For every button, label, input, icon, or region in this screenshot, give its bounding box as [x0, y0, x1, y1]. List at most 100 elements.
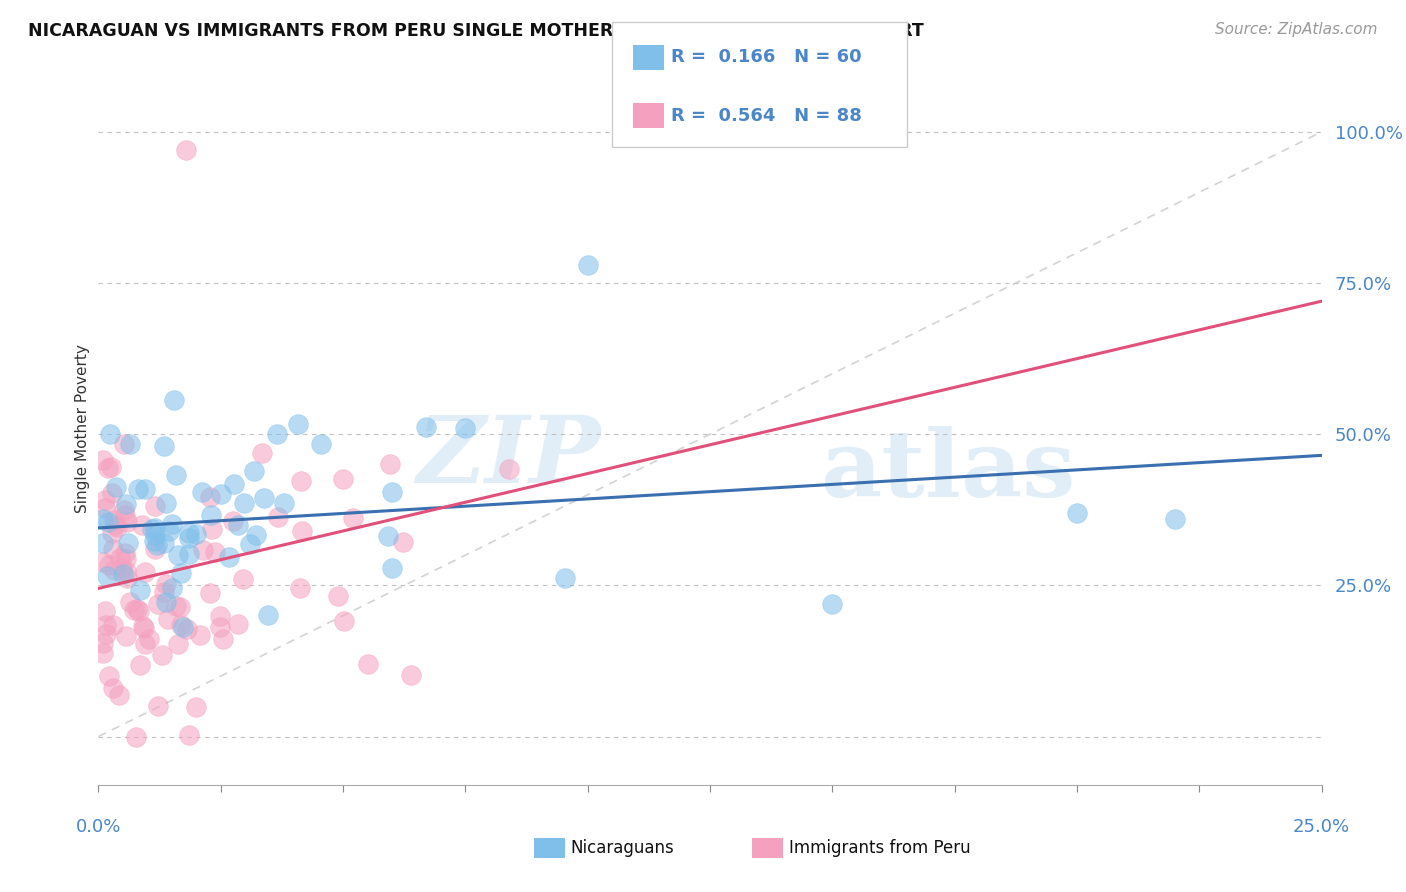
- Point: [169, 599, 191, 614]
- Point: [101, 541, 124, 556]
- Point: [177, 547, 200, 561]
- Point: [399, 668, 422, 682]
- Point: [150, 648, 173, 662]
- Point: [97, 461, 120, 475]
- Point: [288, 581, 311, 595]
- Point: [115, 629, 138, 643]
- Point: [377, 529, 399, 543]
- Point: [257, 607, 280, 622]
- Point: [96, 569, 118, 583]
- Point: [184, 526, 207, 541]
- Point: [211, 487, 233, 501]
- Point: [117, 535, 139, 549]
- Point: [222, 514, 245, 528]
- Point: [101, 617, 124, 632]
- Point: [91, 536, 114, 550]
- Point: [134, 482, 156, 496]
- Point: [222, 477, 245, 491]
- Point: [152, 535, 174, 549]
- Point: [97, 515, 120, 529]
- Point: [172, 620, 194, 634]
- Point: [94, 618, 117, 632]
- Point: [356, 657, 378, 671]
- Point: [94, 604, 117, 618]
- Point: [122, 603, 145, 617]
- Point: [554, 571, 576, 585]
- Point: [1066, 506, 1088, 520]
- Point: [134, 565, 156, 579]
- Point: [309, 437, 332, 451]
- Point: [253, 491, 276, 505]
- Point: [155, 576, 177, 591]
- Point: [91, 512, 114, 526]
- Point: [176, 622, 198, 636]
- Point: [143, 521, 166, 535]
- Point: [184, 699, 207, 714]
- Point: [103, 513, 125, 527]
- Point: [101, 526, 124, 541]
- Point: [326, 589, 349, 603]
- Point: [266, 427, 288, 442]
- Point: [209, 608, 232, 623]
- Point: [160, 581, 183, 595]
- Point: [155, 595, 177, 609]
- Point: [125, 602, 148, 616]
- Point: [155, 496, 177, 510]
- Point: [332, 472, 354, 486]
- Point: [94, 493, 117, 508]
- Point: [112, 436, 135, 450]
- Point: [232, 572, 254, 586]
- Point: [114, 546, 136, 560]
- Point: [200, 508, 222, 523]
- Point: [179, 531, 201, 545]
- Point: [111, 566, 134, 581]
- Point: [157, 524, 180, 538]
- Point: [146, 538, 169, 552]
- Point: [146, 597, 169, 611]
- Point: [110, 550, 132, 565]
- Point: [381, 485, 404, 500]
- Text: Nicaraguans: Nicaraguans: [571, 839, 675, 857]
- Point: [576, 258, 599, 272]
- Point: [120, 437, 142, 451]
- Text: NICARAGUAN VS IMMIGRANTS FROM PERU SINGLE MOTHER POVERTY CORRELATION CHART: NICARAGUAN VS IMMIGRANTS FROM PERU SINGL…: [28, 22, 924, 40]
- Point: [201, 522, 224, 536]
- Point: [160, 517, 183, 532]
- Point: [97, 558, 120, 572]
- Point: [117, 516, 139, 530]
- Point: [209, 620, 232, 634]
- Y-axis label: Single Mother Poverty: Single Mother Poverty: [75, 343, 90, 513]
- Point: [170, 617, 193, 632]
- Point: [287, 417, 309, 431]
- Point: [153, 585, 176, 599]
- Point: [204, 545, 226, 559]
- Text: Immigrants from Peru: Immigrants from Peru: [789, 839, 970, 857]
- Point: [333, 615, 356, 629]
- Point: [498, 462, 520, 476]
- Point: [105, 520, 128, 534]
- Point: [266, 509, 288, 524]
- Point: [120, 595, 142, 609]
- Point: [821, 597, 844, 611]
- Text: R =  0.564   N = 88: R = 0.564 N = 88: [671, 107, 862, 125]
- Point: [342, 511, 364, 525]
- Point: [141, 522, 163, 536]
- Point: [415, 420, 437, 434]
- Point: [1164, 512, 1187, 526]
- Point: [454, 421, 477, 435]
- Text: Source: ZipAtlas.com: Source: ZipAtlas.com: [1215, 22, 1378, 37]
- Point: [104, 480, 127, 494]
- Point: [131, 518, 153, 533]
- Point: [103, 518, 125, 533]
- Point: [198, 586, 221, 600]
- Point: [103, 564, 125, 578]
- Point: [392, 535, 415, 549]
- Text: R =  0.166   N = 60: R = 0.166 N = 60: [671, 48, 862, 66]
- Point: [153, 439, 176, 453]
- Point: [115, 571, 138, 585]
- Point: [115, 564, 138, 578]
- Point: [143, 500, 166, 514]
- Point: [91, 636, 114, 650]
- Point: [91, 647, 114, 661]
- Point: [129, 583, 152, 598]
